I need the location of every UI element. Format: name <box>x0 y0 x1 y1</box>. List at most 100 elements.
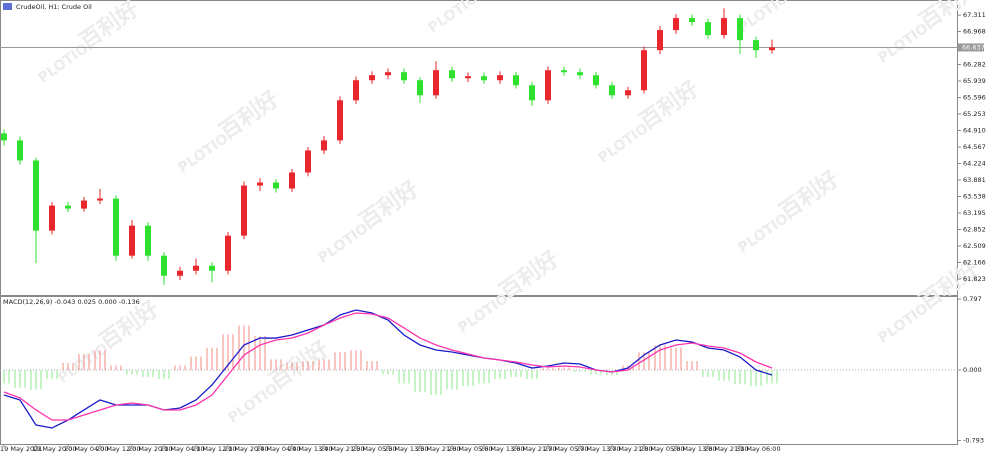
x-tick-label: 21 May 20:00 <box>224 445 269 453</box>
x-tick-label: 19 May 20:00 <box>32 445 77 453</box>
candle-body <box>689 18 695 23</box>
y-tick-label: 61.823 <box>963 275 986 283</box>
y-tick-label: 65.596 <box>963 94 986 102</box>
candle-body <box>209 265 215 271</box>
candle-body <box>369 75 375 81</box>
candle-body <box>145 225 151 256</box>
candle-body <box>737 18 743 41</box>
macd-line <box>3 312 773 421</box>
y-tick-label: -0.793 <box>963 437 984 445</box>
candle-body <box>417 80 423 96</box>
candle-body <box>81 200 87 209</box>
candle-body <box>65 205 71 209</box>
candle-body <box>161 255 167 276</box>
x-tick-label: 20 May 12:00 <box>96 445 141 453</box>
y-tick-label: 66.968 <box>963 28 986 36</box>
candle-body <box>177 270 183 276</box>
candle-body <box>129 225 135 256</box>
candle-body <box>673 18 679 31</box>
candle-body <box>545 70 551 101</box>
candle-body <box>33 160 39 231</box>
candle-body <box>257 182 263 186</box>
candle-body <box>321 140 327 151</box>
candle-body <box>241 185 247 236</box>
candle-body <box>769 47 775 51</box>
y-tick-label: 63.881 <box>963 176 986 184</box>
watermark-brand: PLOTIO <box>225 381 281 427</box>
candle-body <box>641 50 647 91</box>
candle-body <box>1 133 7 141</box>
y-tick-label: 62.166 <box>963 258 986 266</box>
candle-body <box>193 265 199 271</box>
x-tick-label: 20 May 04:00 <box>64 445 109 453</box>
x-tick-label: 28 May 05:00 <box>640 445 685 453</box>
candle-body <box>625 90 631 96</box>
x-tick-label: 24 May 13:00 <box>288 445 333 453</box>
x-tick-label: 27 May 21:00 <box>608 445 653 453</box>
candle-body <box>497 75 503 81</box>
price-label: 66.637 <box>962 43 985 51</box>
y-tick-label: 67.311 <box>963 11 986 19</box>
watermark-name: 百利好 <box>265 336 334 395</box>
x-tick-label: 19 May 2021 <box>0 445 42 453</box>
x-tick-label: 28 May 13:00 <box>672 445 717 453</box>
candle-body <box>433 70 439 96</box>
x-tick-label: 31 May 06:00 <box>736 445 781 453</box>
watermark-brand: PLOTIO <box>875 301 931 347</box>
y-tick-label: 64.224 <box>963 160 986 168</box>
candle-body <box>705 22 711 36</box>
candle-body <box>753 40 759 51</box>
y-tick-label: 65.939 <box>963 77 986 85</box>
y-tick-label: 66.282 <box>963 61 986 69</box>
macd-title: MACD(12,26,9) -0.043 0.025 0.000 -0.136 <box>3 298 140 306</box>
watermark-brand: PLOTIO <box>55 341 111 387</box>
candle-body <box>561 70 567 73</box>
y-tick-label: 64.567 <box>963 143 986 151</box>
watermark-brand: PLOTIO <box>425 0 481 37</box>
watermark-brand: PLOTIO <box>595 121 651 167</box>
candle-body <box>529 85 535 101</box>
x-tick-label: 26 May 13:00 <box>480 445 525 453</box>
x-tick-label: 27 May 05:00 <box>544 445 589 453</box>
candle-body <box>465 76 471 79</box>
x-tick-label: 26 May 21:00 <box>512 445 557 453</box>
y-tick-label: 63.538 <box>963 193 986 201</box>
chart-title: CrudeOil, H1: Crude Oil <box>16 3 92 11</box>
candle-body <box>49 205 55 231</box>
x-tick-label: 27 May 13:00 <box>576 445 621 453</box>
watermark-brand: PLOTIO <box>175 131 231 177</box>
x-tick-label: 26 May 05:00 <box>448 445 493 453</box>
y-tick-label: 62.852 <box>963 225 986 233</box>
watermark-name: 百利好 <box>355 176 424 235</box>
candle-body <box>17 140 23 161</box>
y-tick-label: 0.797 <box>963 295 982 303</box>
x-tick-label: 25 May 13:00 <box>384 445 429 453</box>
y-tick-label: 62.509 <box>963 242 986 250</box>
x-tick-label: 21 May 04:00 <box>160 445 205 453</box>
macd-line <box>3 309 773 429</box>
candle-body <box>385 72 391 76</box>
x-tick-label: 28 May 21:00 <box>704 445 749 453</box>
candle-body <box>113 198 119 256</box>
candle-body <box>97 198 103 201</box>
candle-body <box>593 75 599 86</box>
candle-body <box>305 150 311 173</box>
x-tick-label: 24 May 21:00 <box>320 445 365 453</box>
y-tick-label: 65.253 <box>963 110 986 118</box>
candle-body <box>353 80 359 101</box>
x-tick-label: 25 May 05:00 <box>352 445 397 453</box>
candle-body <box>273 182 279 189</box>
watermark-brand: PLOTIO <box>875 21 931 67</box>
x-tick-label: 20 May 20:00 <box>128 445 173 453</box>
watermark-brand: PLOTIO <box>315 221 371 267</box>
watermark-name: 百利好 <box>775 166 844 225</box>
candle-body <box>401 72 407 81</box>
